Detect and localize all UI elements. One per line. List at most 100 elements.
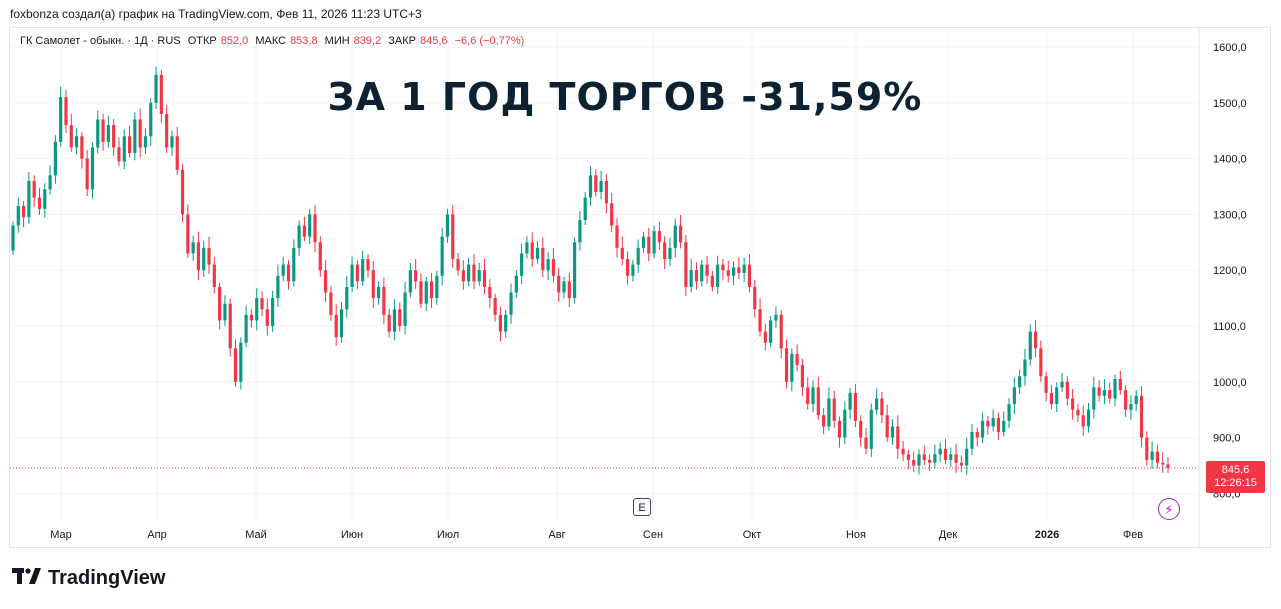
candle-body (440, 236, 444, 276)
candle (832, 390, 836, 429)
candle-body (816, 387, 820, 416)
tv-logo-icon (12, 567, 42, 590)
candle-body (408, 270, 412, 293)
candle-body (1018, 376, 1022, 388)
x-tick-label: Дек (939, 529, 958, 541)
candle-body (175, 136, 179, 170)
candle-body (398, 309, 402, 326)
candle (387, 308, 391, 338)
candle (265, 298, 269, 336)
candle-body (74, 136, 79, 148)
candle (869, 403, 873, 458)
candle-body (859, 420, 863, 438)
candle-body (276, 275, 280, 299)
x-tick-label: Ноя (846, 529, 866, 541)
candle-body (1166, 464, 1170, 468)
candle-body (59, 97, 63, 142)
candle (74, 128, 79, 155)
candle-body (376, 286, 381, 299)
candle-body (965, 448, 969, 466)
chart-frame[interactable] (9, 27, 1271, 548)
candle (604, 174, 608, 214)
candle (498, 306, 503, 342)
candle-body (1086, 409, 1091, 427)
candle-body (1081, 415, 1085, 427)
candle-body (414, 270, 418, 282)
candle (546, 251, 550, 281)
candle-body (980, 420, 985, 438)
candle-body (663, 242, 667, 260)
candle-body (382, 286, 386, 315)
candle-body (292, 247, 296, 282)
candle (180, 163, 185, 223)
candle-body (551, 259, 556, 276)
candle-body (53, 141, 57, 176)
candle-body (361, 259, 365, 282)
candle (414, 259, 418, 290)
x-tick-label: Окт (743, 529, 762, 541)
candle (371, 261, 375, 309)
candle (769, 315, 773, 348)
candle-body (302, 225, 306, 237)
candle (652, 225, 656, 258)
candle (1002, 411, 1006, 437)
tradingview-logo[interactable]: TradingView (12, 567, 165, 590)
candle (965, 437, 969, 475)
candle (482, 259, 487, 295)
candle-body (286, 264, 291, 282)
candle (1161, 452, 1165, 473)
symbol-label[interactable]: ГК Самолет - обыкн. · 1Д · RUS (20, 35, 181, 47)
candle (239, 337, 243, 390)
chart-attribution: foxbonza создал(а) график на TradingView… (10, 7, 422, 21)
close-value: 845,6 (420, 35, 448, 47)
candle-body (885, 415, 889, 438)
candle-body (186, 214, 190, 254)
candle (451, 204, 455, 268)
candle (917, 449, 921, 475)
candle-body (880, 398, 884, 416)
bar-countdown: 12:26:15 (1214, 477, 1257, 489)
candle-body (636, 247, 640, 265)
candle-body (588, 175, 593, 198)
candle-body (392, 309, 397, 332)
candle (541, 237, 545, 278)
candle (922, 445, 926, 466)
last-price-badge: 845,6 12:26:15 (1206, 461, 1265, 493)
candle (959, 455, 963, 473)
candle (159, 69, 163, 123)
candle (1113, 374, 1117, 407)
candle (896, 415, 900, 459)
candle-body (615, 225, 619, 248)
candle-body (562, 281, 566, 293)
candle-body (959, 462, 963, 466)
candle-body (191, 242, 195, 254)
candle (774, 306, 778, 328)
candle-body (265, 309, 269, 326)
candle-body (737, 267, 741, 273)
candle-body (1065, 381, 1069, 399)
earnings-marker[interactable]: E (633, 498, 651, 516)
candle (90, 142, 95, 199)
candle (790, 348, 794, 392)
candle-body (848, 392, 852, 410)
candles-layer (11, 66, 1170, 475)
candle-body (424, 281, 428, 304)
candle (445, 208, 450, 243)
candle-body (228, 303, 232, 349)
x-tick-label: Авг (548, 529, 565, 541)
candle (1023, 348, 1027, 386)
candle (212, 256, 216, 294)
candle (186, 204, 190, 258)
candle (329, 285, 333, 321)
candle (32, 175, 36, 208)
candle (557, 267, 561, 303)
candle-body (731, 267, 736, 276)
candle (302, 216, 306, 242)
candle-body (567, 281, 571, 299)
lightning-icon[interactable]: ⚡ (1158, 498, 1180, 520)
candle-body (864, 437, 868, 449)
candle-body (339, 309, 344, 338)
candle (578, 211, 582, 251)
candle-body (345, 286, 349, 310)
